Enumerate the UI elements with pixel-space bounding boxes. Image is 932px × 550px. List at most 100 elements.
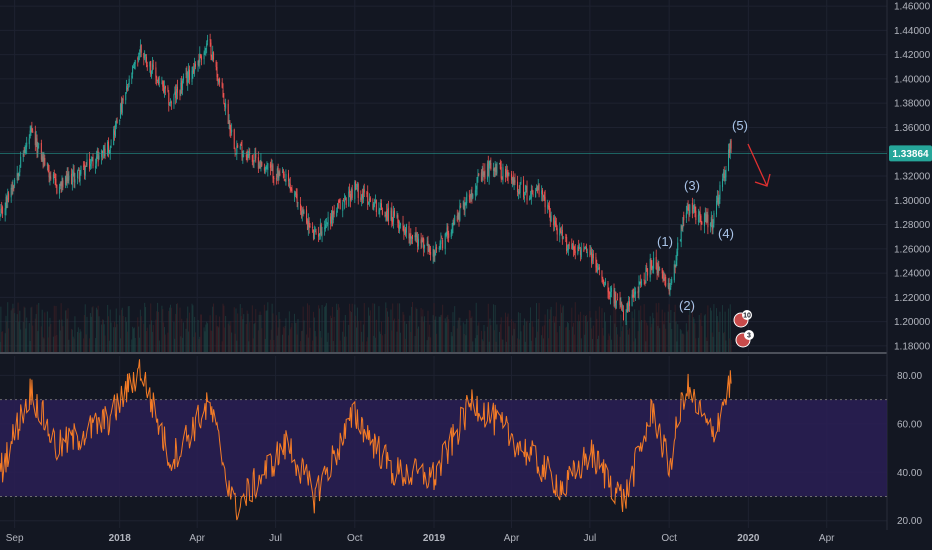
candle-body	[167, 87, 169, 92]
volume-bar	[131, 339, 133, 352]
candle-body	[301, 211, 303, 216]
candle-body	[201, 56, 203, 60]
volume-bar	[447, 314, 449, 352]
volume-bar	[722, 333, 724, 352]
volume-bar	[306, 303, 308, 352]
candle-body	[151, 63, 153, 71]
volume-bar	[308, 305, 310, 352]
volume-bar	[133, 327, 135, 352]
candle-body	[110, 146, 112, 148]
volume-bar	[61, 319, 63, 352]
candle-body	[255, 152, 257, 158]
volume-bar	[237, 313, 239, 352]
candle-body	[77, 168, 79, 170]
volume-bar	[728, 338, 730, 352]
candle-body	[356, 188, 358, 190]
candle-body	[191, 70, 193, 82]
volume-bar	[119, 315, 121, 352]
volume-bar	[152, 324, 154, 352]
volume-bar	[60, 303, 62, 352]
volume-bar	[356, 327, 358, 352]
volume-bar	[387, 311, 389, 352]
volume-bar	[697, 337, 699, 352]
candle-body	[61, 178, 63, 186]
candle-body	[679, 239, 681, 241]
time-axis-label: 2020	[737, 533, 760, 544]
volume-bar	[512, 321, 514, 352]
volume-bar	[176, 303, 178, 352]
candle-body	[453, 222, 455, 224]
event-count-label: 10	[743, 313, 751, 320]
candle-body	[205, 48, 207, 50]
volume-bar	[391, 330, 393, 352]
volume-bar	[635, 338, 637, 352]
candle-body	[91, 158, 93, 161]
volume-bar	[161, 305, 163, 352]
candle-body	[330, 216, 332, 224]
volume-bar	[565, 327, 567, 352]
volume-bar	[700, 313, 702, 352]
volume-bar	[405, 338, 407, 352]
candle-body	[62, 180, 64, 188]
candle-body	[416, 235, 418, 238]
candle-body	[213, 52, 215, 60]
price-axis-tick-label: 1.18000	[894, 341, 931, 352]
candle-body	[661, 268, 663, 274]
volume-bar	[695, 338, 697, 352]
candle-body	[138, 55, 140, 61]
volume-bar	[542, 326, 544, 352]
candle-body	[42, 156, 44, 162]
candle-body	[536, 187, 538, 192]
candle-body	[685, 212, 687, 219]
candle-body	[307, 219, 309, 230]
volume-bar	[182, 337, 184, 352]
volume-bar	[259, 311, 261, 352]
candle-body	[386, 210, 388, 220]
candle-body	[399, 223, 401, 226]
candle-body	[502, 167, 504, 182]
projection-arrowhead	[754, 173, 771, 187]
volume-bar	[610, 315, 612, 352]
candle-body	[10, 187, 12, 198]
volume-bar	[685, 323, 687, 352]
candle-body	[621, 303, 623, 311]
candle-body	[703, 213, 705, 227]
volume-bar	[641, 319, 643, 352]
candle-body	[164, 85, 166, 89]
candle-body	[493, 167, 495, 171]
volume-bar	[194, 332, 196, 352]
candle-body	[209, 39, 211, 41]
candle-body	[303, 211, 305, 214]
candle-body	[451, 228, 453, 234]
candle-body	[380, 203, 382, 210]
price-axis-tick-label: 1.20000	[894, 317, 931, 328]
candle-body	[306, 220, 308, 230]
volume-bar	[162, 309, 164, 352]
candle-body	[46, 162, 48, 167]
volume-bar	[426, 340, 428, 352]
candle-body	[556, 228, 558, 235]
candle-body	[607, 282, 609, 293]
volume-bar	[216, 326, 218, 352]
volume-bar	[460, 325, 462, 352]
candle-body	[279, 173, 281, 175]
volume-bar	[387, 316, 389, 352]
volume-bar	[157, 302, 159, 352]
volume-bar	[710, 310, 712, 352]
volume-bar	[121, 307, 123, 352]
candle-body	[631, 294, 633, 306]
volume-bar	[547, 309, 549, 352]
volume-bar	[228, 321, 230, 352]
volume-bar	[13, 308, 15, 352]
volume-bar	[137, 317, 139, 352]
volume-bar	[221, 341, 223, 352]
volume-bar	[450, 332, 452, 352]
candle-body	[282, 169, 284, 175]
volume-bar	[143, 323, 145, 352]
candle-body	[192, 70, 194, 73]
candle-body	[230, 130, 232, 134]
volume-bar	[715, 308, 717, 352]
volume-bar	[158, 340, 160, 352]
volume-bar	[532, 326, 534, 352]
